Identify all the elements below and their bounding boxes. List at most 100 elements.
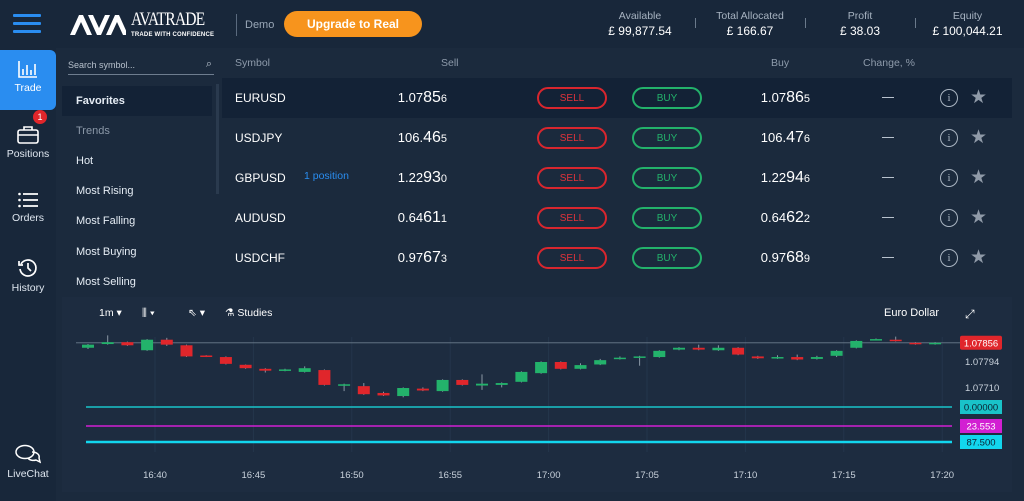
candle — [673, 347, 685, 351]
table-row[interactable]: GBPUSD 1 position 1.22930 SELL BUY 1.229… — [222, 158, 1012, 198]
nav-trade[interactable]: Trade — [0, 50, 56, 110]
cursor-dropdown[interactable]: ⇖ ▾ — [188, 307, 206, 319]
info-icon[interactable]: i — [940, 249, 958, 267]
candle-body — [929, 342, 942, 345]
buy-button[interactable]: BUY — [632, 87, 702, 109]
favorite-star-icon[interactable]: ★ — [970, 127, 988, 148]
candle — [338, 383, 351, 392]
category-most-rising[interactable]: Most Rising — [76, 185, 134, 197]
indicator-label-bg — [960, 419, 1002, 433]
sell-button[interactable]: SELL — [537, 167, 607, 189]
favorite-star-icon[interactable]: ★ — [970, 247, 988, 268]
candle-body — [101, 342, 114, 345]
candle — [633, 355, 646, 366]
sell-button[interactable]: SELL — [537, 127, 607, 149]
candle-body — [141, 339, 154, 351]
info-icon[interactable]: i — [940, 89, 958, 107]
candle-body — [732, 347, 745, 355]
sell-button[interactable]: SELL — [537, 207, 607, 229]
candle-body — [318, 370, 331, 385]
info-icon[interactable]: i — [940, 129, 958, 147]
instrument-name: Euro Dollar — [884, 307, 940, 319]
category-list: Favorites Trends Hot Most Rising Most Fa… — [62, 48, 222, 288]
studies-button[interactable]: ⚗ Studies — [225, 307, 273, 319]
stat-total-allocated: Total Allocated £ 166.67 — [716, 10, 784, 38]
candle-body — [633, 356, 646, 358]
candle-body — [180, 345, 193, 357]
interval-dropdown[interactable]: 1m ▾ — [99, 307, 122, 319]
candle-body — [909, 342, 922, 345]
nav-orders[interactable]: Orders — [0, 182, 56, 242]
table-row[interactable]: USDCHF 0.97673 SELL BUY 0.97689 i ★ — [222, 238, 1012, 278]
candle-body — [259, 368, 272, 371]
nav-livechat[interactable]: LiveChat — [0, 434, 56, 494]
candle-body — [121, 342, 134, 346]
buy-button[interactable]: BUY — [632, 247, 702, 269]
candle-body — [298, 368, 311, 372]
side-nav: Trade 1 Positions Orders History LiveCha… — [0, 48, 56, 501]
candle-body — [692, 347, 705, 350]
candle-body — [751, 356, 764, 359]
category-most-buying[interactable]: Most Buying — [76, 246, 137, 258]
divider — [695, 18, 696, 28]
change-value — [882, 257, 894, 258]
category-favorites[interactable]: Favorites — [62, 86, 212, 116]
candle-body — [554, 362, 567, 369]
position-link[interactable]: 1 position — [304, 170, 349, 182]
table-row[interactable]: EURUSD 1.07856 SELL BUY 1.07865 i ★ — [222, 78, 1012, 118]
indicator-value: 0.00000 — [964, 403, 998, 414]
candle — [889, 336, 902, 342]
header-sell: Sell — [441, 57, 459, 69]
buy-button[interactable]: BUY — [632, 167, 702, 189]
buy-price: 106.476 — [760, 129, 810, 146]
table-row[interactable]: AUDUSD 0.64611 SELL BUY 0.64622 i ★ — [222, 198, 1012, 238]
category-hot[interactable]: Hot — [76, 155, 94, 167]
buy-button[interactable]: BUY — [632, 127, 702, 149]
search-icon[interactable]: ⌕ — [205, 58, 212, 70]
upgrade-to-real-button[interactable]: Upgrade to Real — [284, 11, 422, 37]
symbols-table: Symbol Sell Buy Change, % EURUSD 1.07856… — [222, 48, 1012, 288]
sell-button[interactable]: SELL — [537, 87, 607, 109]
candle — [318, 369, 331, 386]
stat-available: Available £ 99,877.54 — [608, 10, 672, 38]
candle — [535, 361, 548, 374]
symbol-name: GBPUSD — [235, 171, 286, 185]
expand-icon[interactable]: ⤢ — [965, 307, 975, 321]
x-tick-label: 16:55 — [438, 470, 462, 481]
candle — [141, 339, 154, 351]
chart-type-dropdown[interactable]: ⫼ ▾ — [142, 307, 155, 319]
candle-body — [889, 339, 902, 342]
candle — [771, 355, 784, 359]
candle-body — [456, 379, 469, 385]
divider — [805, 18, 806, 28]
x-tick-label: 16:40 — [143, 470, 167, 481]
bar-chart-icon — [18, 61, 37, 78]
candle — [357, 383, 370, 395]
favorite-star-icon[interactable]: ★ — [970, 167, 988, 188]
candlestick-chart[interactable]: 16:40 16:45 16:50 16:55 17:00 17:05 17:10 17:15… — [62, 297, 1012, 492]
info-icon[interactable]: i — [940, 209, 958, 227]
search-symbol-input[interactable]: Search symbol... ⌕ — [68, 55, 214, 75]
category-most-selling[interactable]: Most Selling — [76, 276, 136, 288]
positions-badge: 1 — [33, 110, 47, 124]
sell-button[interactable]: SELL — [537, 247, 607, 269]
favorite-star-icon[interactable]: ★ — [970, 87, 988, 108]
candle-body — [613, 357, 626, 360]
candle — [692, 344, 705, 351]
candle-body — [338, 384, 351, 386]
candle-body — [476, 383, 488, 386]
favorite-star-icon[interactable]: ★ — [970, 207, 988, 228]
category-trends-heading: Trends — [76, 125, 110, 137]
category-most-falling[interactable]: Most Falling — [76, 215, 136, 227]
buy-button[interactable]: BUY — [632, 207, 702, 229]
candle — [574, 363, 587, 370]
hamburger-menu-icon[interactable] — [13, 14, 41, 38]
logo-wordmark: AVATRADE — [131, 9, 205, 30]
category-scrollbar[interactable] — [216, 84, 219, 194]
nav-history[interactable]: History — [0, 248, 56, 308]
info-icon[interactable]: i — [940, 169, 958, 187]
nav-positions[interactable]: 1 Positions — [6, 110, 50, 160]
change-value — [882, 177, 894, 178]
last-price-label-bg — [960, 335, 1002, 350]
table-row[interactable]: USDJPY 106.465 SELL BUY 106.476 i ★ — [222, 118, 1012, 158]
